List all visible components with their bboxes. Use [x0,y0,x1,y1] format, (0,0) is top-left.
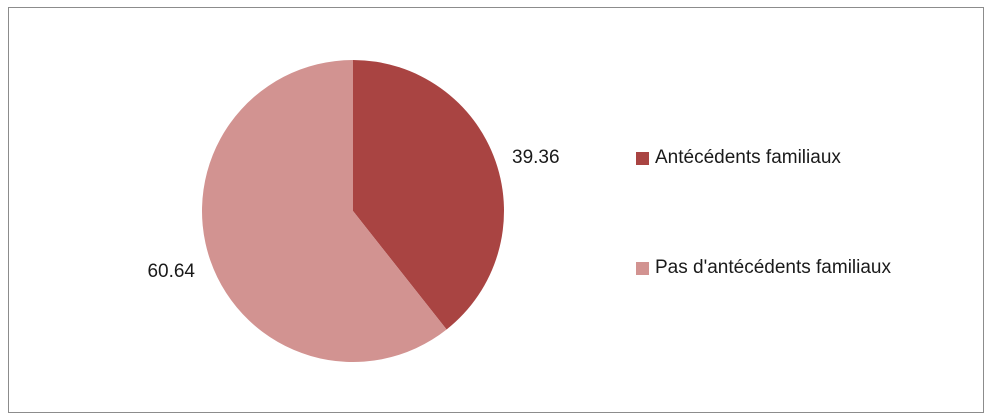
data-label-pas-antecedents: 60.64 [147,261,195,282]
legend-swatch-antecedents [636,151,649,165]
pie-slice-pas-antecedents [202,60,447,362]
legend: Antécédents familiaux Pas d'antécédents … [636,143,891,283]
legend-label-pas-antecedents: Pas d'antécédents familiaux [655,257,891,278]
pie-slices [202,60,505,362]
pie-slice-antecedents [353,60,505,330]
data-label-antecedents: 39.36 [512,147,560,168]
legend-item-pas-antecedents: Pas d'antécédents familiaux [636,253,891,283]
legend-label-antecedents: Antécédents familiaux [655,147,841,168]
legend-item-antecedents: Antécédents familiaux [636,143,891,173]
legend-swatch-pas-antecedents [636,261,649,275]
